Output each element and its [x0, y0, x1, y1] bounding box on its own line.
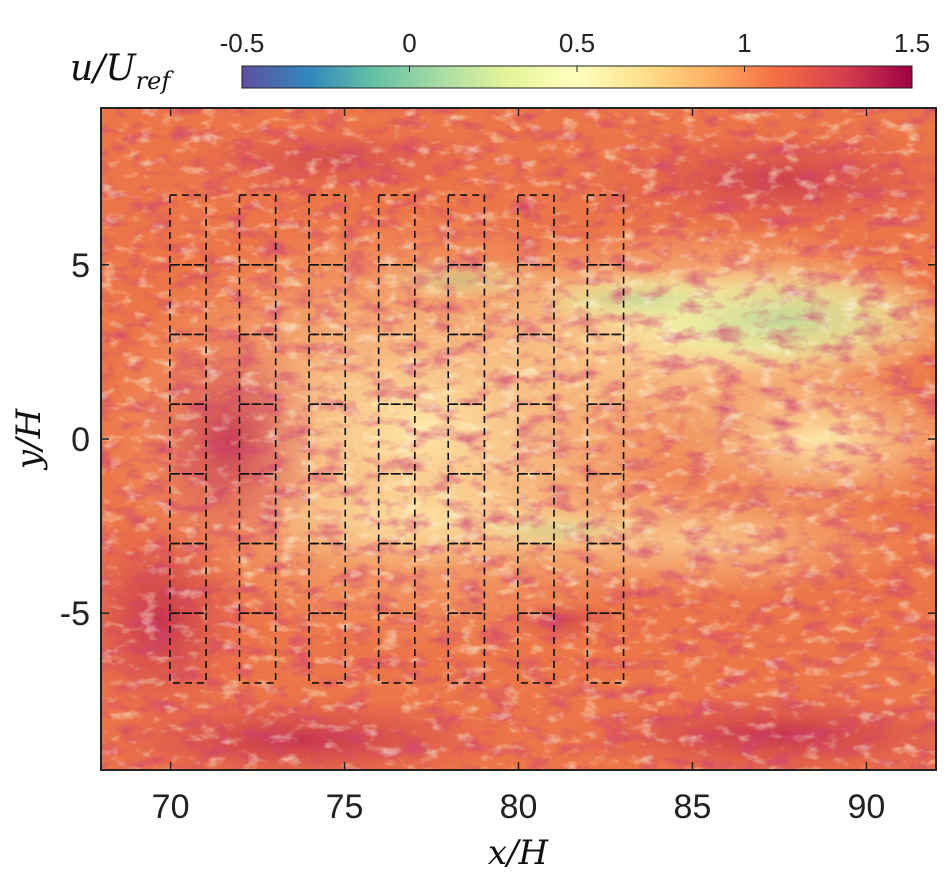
colorbar-tick-label: 1: [737, 28, 751, 58]
x-axis-label: x/H: [488, 833, 550, 873]
probe-box: [586, 612, 625, 684]
colorbar-tick-label: 0: [402, 28, 416, 58]
probe-box: [238, 612, 277, 684]
x-axis-ticks: 70 75 80 85 90: [152, 108, 886, 826]
probe-box: [447, 612, 486, 684]
colorbar-ticks: -0.5 0 0.5 1 1.5: [220, 28, 930, 72]
x-tick-label: 80: [500, 788, 538, 826]
colorbar: -0.5 0 0.5 1 1.5 u/Uref: [70, 28, 930, 95]
colorbar-tick-label: 0.5: [559, 28, 595, 58]
x-tick-label: 85: [674, 788, 712, 826]
heatmap-field: [101, 108, 936, 770]
y-tick-label: 5: [71, 247, 90, 285]
y-axis-ticks: 5 0 -5: [60, 247, 936, 633]
overlay-boxes: [169, 194, 625, 684]
probe-box: [308, 612, 347, 684]
x-tick-label: 90: [848, 788, 886, 826]
y-tick-label: 0: [71, 421, 90, 459]
probe-box: [377, 612, 416, 684]
x-tick-label: 70: [152, 788, 190, 826]
y-tick-label: -5: [60, 595, 90, 633]
x-tick-label: 75: [326, 788, 364, 826]
probe-box: [169, 612, 207, 684]
y-axis-label: y/H: [9, 408, 49, 472]
colorbar-tick-label: 1.5: [894, 28, 930, 58]
probe-box: [517, 612, 555, 684]
colorbar-tick-label: -0.5: [220, 28, 265, 58]
colorbar-title: u/Uref: [70, 48, 174, 95]
